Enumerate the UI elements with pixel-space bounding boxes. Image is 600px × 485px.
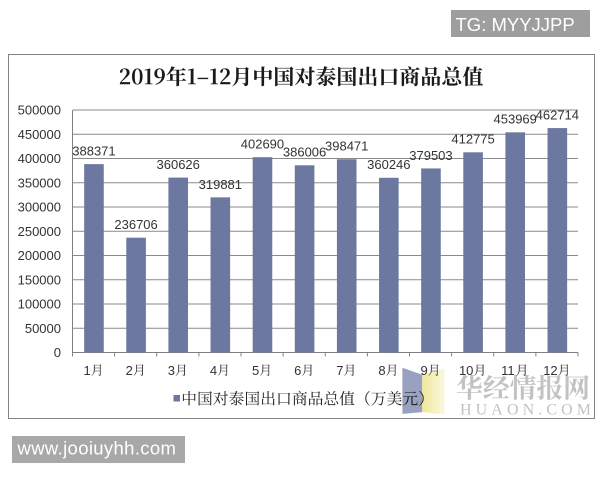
- svg-text:402690: 402690: [241, 137, 284, 152]
- svg-text:319881: 319881: [199, 177, 242, 192]
- svg-text:HUAON.COM: HUAON.COM: [460, 402, 595, 419]
- svg-text:386006: 386006: [283, 145, 326, 160]
- svg-text:7: 7: [336, 363, 343, 378]
- svg-text:150000: 150000: [18, 272, 61, 287]
- svg-text:6: 6: [294, 363, 301, 378]
- svg-text:379503: 379503: [409, 148, 452, 163]
- svg-text:50000: 50000: [25, 321, 61, 336]
- svg-text:412775: 412775: [451, 132, 494, 147]
- svg-text:500000: 500000: [18, 103, 61, 118]
- svg-text:100000: 100000: [18, 297, 61, 312]
- svg-text:3: 3: [168, 363, 175, 378]
- svg-text:2: 2: [126, 363, 133, 378]
- svg-text:12: 12: [543, 363, 557, 378]
- svg-text:8: 8: [378, 363, 385, 378]
- svg-text:400000: 400000: [18, 151, 61, 166]
- svg-text:1: 1: [83, 363, 90, 378]
- svg-text:388371: 388371: [72, 144, 115, 159]
- svg-text:453969: 453969: [494, 112, 537, 127]
- svg-text:360626: 360626: [157, 157, 200, 172]
- svg-text:4: 4: [210, 363, 217, 378]
- svg-text:350000: 350000: [18, 175, 61, 190]
- svg-text:300000: 300000: [18, 200, 61, 215]
- svg-text:450000: 450000: [18, 127, 61, 142]
- svg-text:10: 10: [459, 363, 473, 378]
- svg-text:5: 5: [252, 363, 259, 378]
- svg-text:0: 0: [54, 345, 61, 360]
- svg-text:11: 11: [501, 363, 514, 378]
- svg-text:360246: 360246: [367, 157, 410, 172]
- svg-text:236706: 236706: [114, 217, 157, 232]
- svg-text:250000: 250000: [18, 224, 61, 239]
- svg-text:200000: 200000: [18, 248, 61, 263]
- svg-text:TG: MYYJJPP: TG: MYYJJPP: [456, 14, 575, 35]
- svg-text:398471: 398471: [325, 139, 368, 154]
- svg-text:www.jooiuyhh.com: www.jooiuyhh.com: [17, 438, 177, 459]
- svg-text:462714: 462714: [536, 107, 579, 122]
- svg-text:9: 9: [420, 363, 427, 378]
